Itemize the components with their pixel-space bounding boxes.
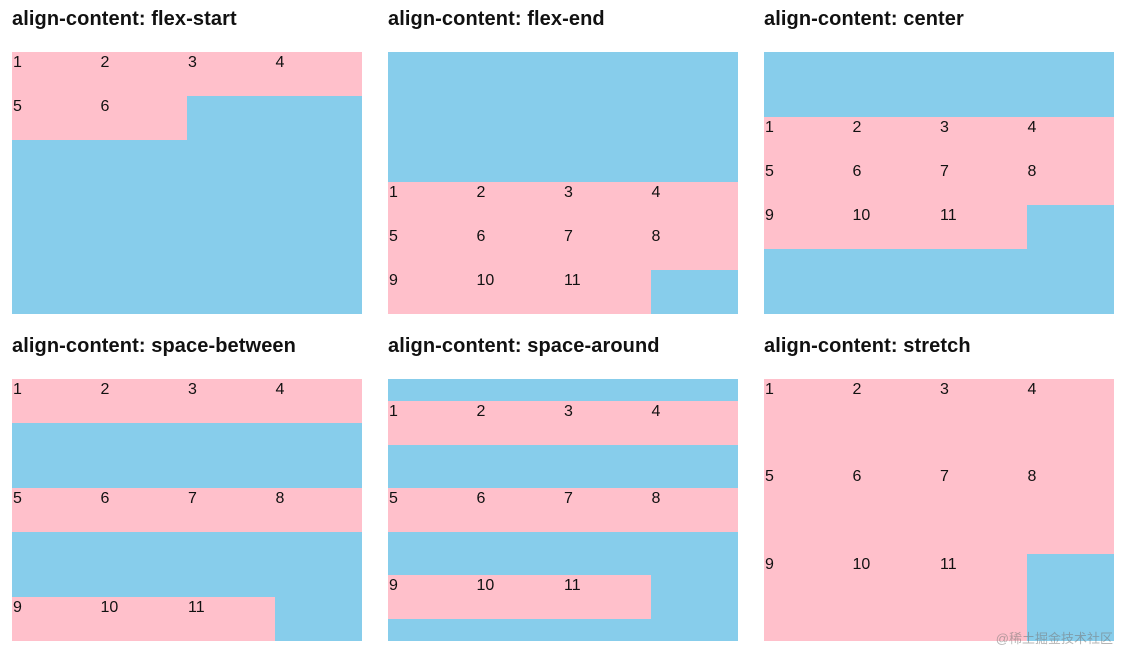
- flex-item: 2: [99, 379, 187, 423]
- flex-item: 4: [650, 182, 738, 226]
- flex-container: 1 2 3 4 5 6 7 8 9 10 11: [764, 52, 1114, 314]
- flex-item: 9: [388, 270, 476, 314]
- flex-item: 3: [939, 117, 1027, 161]
- flex-item: 7: [187, 488, 275, 532]
- flex-item: 5: [388, 487, 476, 532]
- flex-item: 7: [939, 161, 1027, 205]
- watermark: @稀土掘金技术社区: [995, 631, 1113, 646]
- flex-item: 8: [650, 487, 738, 532]
- flex-item: 11: [187, 597, 275, 641]
- panel-title: align-content: space-around: [388, 335, 660, 357]
- flex-item: 6: [851, 161, 939, 205]
- flex-item: 11: [563, 270, 651, 314]
- flex-item: 11: [939, 205, 1027, 249]
- flex-item: 4: [274, 379, 362, 423]
- flex-item: 1: [12, 379, 100, 423]
- flex-item: 3: [563, 400, 651, 445]
- flex-item: 3: [939, 379, 1027, 467]
- flex-item: 5: [388, 226, 476, 270]
- flex-item: 9: [764, 553, 852, 641]
- flex-item: 11: [563, 575, 651, 620]
- flex-item: 6: [475, 487, 563, 532]
- flex-item: 6: [851, 466, 939, 554]
- flex-item: 6: [99, 96, 187, 140]
- flex-item: 2: [475, 182, 563, 226]
- flex-item: 7: [563, 487, 651, 532]
- flex-item: 10: [851, 553, 939, 641]
- flex-container: 1 2 3 4 5 6 7 8 9 10 11: [12, 379, 362, 641]
- flex-item: 4: [650, 400, 738, 445]
- flex-item: 5: [12, 96, 100, 140]
- flex-item: 1: [388, 400, 476, 445]
- flex-item: 1: [764, 117, 852, 161]
- flex-item: 4: [274, 52, 362, 96]
- flex-item: 3: [187, 52, 275, 96]
- flex-item: 8: [1026, 466, 1114, 554]
- flex-item: 6: [99, 488, 187, 532]
- flex-item: 1: [388, 182, 476, 226]
- flex-item: 8: [1026, 161, 1114, 205]
- flex-item: 9: [764, 205, 852, 249]
- flex-container: 1 2 3 4 5 6 7 8 9 10 11: [388, 52, 738, 314]
- flex-item: 4: [1026, 117, 1114, 161]
- flex-item: 10: [851, 205, 939, 249]
- flex-item: 8: [274, 488, 362, 532]
- panel-title: align-content: flex-start: [12, 8, 237, 30]
- flex-item: 2: [99, 52, 187, 96]
- flex-item: 2: [851, 379, 939, 467]
- flex-item: 9: [12, 597, 100, 641]
- flex-item: 2: [475, 400, 563, 445]
- flex-item: 7: [563, 226, 651, 270]
- flex-item: 11: [939, 553, 1027, 641]
- flex-item: 4: [1026, 379, 1114, 467]
- flex-item: 8: [650, 226, 738, 270]
- flex-item: 3: [563, 182, 651, 226]
- flex-container: 1 2 3 4 5 6 7 8 9 10 11: [388, 379, 738, 641]
- flex-item: 10: [475, 575, 563, 620]
- panel-title: align-content: center: [764, 8, 964, 30]
- panel-title: align-content: stretch: [764, 335, 971, 357]
- panel-title: align-content: flex-end: [388, 8, 605, 30]
- flex-item: 2: [851, 117, 939, 161]
- flex-item: 10: [99, 597, 187, 641]
- flex-item: 1: [764, 379, 852, 467]
- flex-item: 10: [475, 270, 563, 314]
- flex-item: 9: [388, 575, 476, 620]
- flex-item: 7: [939, 466, 1027, 554]
- flex-item: 1: [12, 52, 100, 96]
- flex-item: 6: [475, 226, 563, 270]
- flex-container: 1 2 3 4 5 6 7 8 9 10 11: [764, 379, 1114, 641]
- flex-item: 5: [764, 161, 852, 205]
- flex-item: 5: [764, 466, 852, 554]
- flex-item: 5: [12, 488, 100, 532]
- panel-title: align-content: space-between: [12, 335, 296, 357]
- flex-item: 3: [187, 379, 275, 423]
